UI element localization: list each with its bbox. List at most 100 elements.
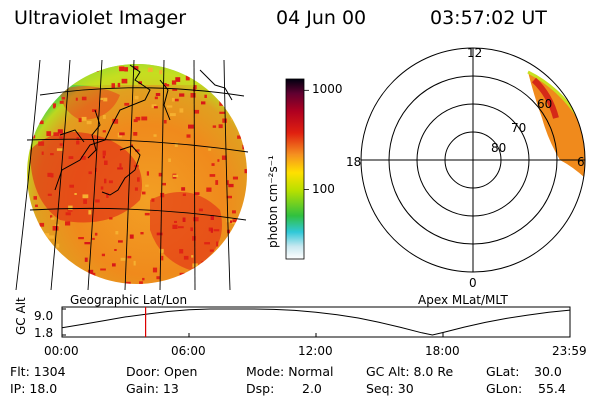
speckle (171, 80, 177, 85)
timeline-ylabel: GC Alt (14, 297, 28, 335)
speckle (52, 226, 59, 231)
speckle (27, 247, 31, 252)
speckle (33, 77, 38, 82)
speckle (53, 105, 56, 109)
speckle (76, 137, 79, 141)
speckle (41, 151, 44, 155)
speckle (102, 155, 105, 159)
speckle (41, 76, 46, 80)
speckle (135, 149, 140, 152)
flight-number: Flt: 1304 (10, 364, 66, 379)
mlat-label-60: 60 (537, 97, 553, 111)
speckle (244, 169, 247, 174)
dsp-value: 2.0 (302, 381, 322, 396)
speckle (137, 177, 140, 182)
speckle (109, 217, 113, 220)
speckle (226, 180, 229, 185)
speckle (244, 241, 247, 247)
speckle (201, 261, 204, 264)
speckle (242, 280, 245, 284)
speckle (92, 109, 97, 112)
speckle (232, 176, 238, 180)
speckle (216, 241, 219, 247)
speckle (86, 121, 92, 125)
timeline-xtick-1200: 12:00 (298, 344, 333, 358)
speckle (106, 192, 109, 198)
speckle (62, 266, 67, 270)
speckle (179, 69, 186, 73)
timeline-frame (61, 306, 571, 338)
speckle (177, 226, 184, 229)
speckle (168, 158, 171, 162)
speckle (47, 193, 52, 196)
parallel-line (29, 207, 247, 221)
speckle (102, 150, 106, 156)
speckle (201, 67, 207, 72)
speckle (158, 172, 163, 177)
speckle (193, 217, 199, 222)
speckle (161, 255, 164, 261)
speckle (209, 174, 216, 177)
speckle (96, 68, 99, 72)
speckle (230, 220, 233, 223)
mlat-label-70: 70 (511, 121, 527, 135)
speckle (232, 251, 238, 254)
speckle (213, 229, 220, 232)
timeline-ytick-9: 9.0 (34, 309, 54, 323)
speckle (228, 183, 234, 188)
mlt-label-6: 6 (577, 155, 585, 169)
speckle (101, 253, 105, 257)
speckle (40, 70, 47, 73)
speckle (139, 281, 143, 284)
speckle (59, 264, 63, 268)
glon-value: 55.4 (538, 381, 566, 396)
speckle (94, 232, 98, 236)
door-status: Door: Open (126, 364, 198, 379)
speckle (208, 227, 213, 232)
speckle (242, 144, 247, 150)
speckle (140, 232, 144, 235)
speckle (69, 184, 74, 188)
speckle (115, 231, 119, 235)
speckle (179, 108, 184, 113)
colorbar-tick-100: 100 (312, 181, 335, 196)
speckle (43, 278, 49, 282)
speckle (232, 231, 237, 235)
speckle (81, 156, 86, 160)
speckle (182, 67, 186, 70)
speckle (179, 93, 185, 97)
speckle (133, 132, 138, 136)
speckle (33, 242, 37, 245)
speckle (56, 148, 63, 151)
speckle (222, 118, 227, 123)
timeline-xtick-0000: 00:00 (44, 344, 79, 358)
speckle (55, 87, 61, 92)
mlt-label-12: 12 (467, 46, 483, 60)
mlat-label-80: 80 (491, 141, 507, 155)
speckle (104, 160, 108, 165)
speckle (179, 272, 186, 277)
speckle (75, 97, 78, 101)
speckle (133, 260, 136, 266)
speckle (67, 208, 73, 212)
speckle (120, 257, 126, 261)
timeline-ticks (61, 308, 571, 337)
parallel-line (26, 138, 249, 153)
speckle (41, 91, 45, 96)
speckle (182, 279, 185, 284)
speckle (134, 187, 138, 191)
gain-value: Gain: 13 (126, 381, 179, 396)
speckle (170, 113, 176, 117)
speckle (117, 167, 123, 170)
speckle (112, 118, 119, 124)
speckle (48, 235, 55, 239)
observation-time: 03:57:02 UT (430, 7, 547, 29)
speckle (33, 196, 37, 200)
speckle (222, 272, 228, 277)
speckle (171, 97, 175, 102)
glat-value: 30.0 (534, 364, 562, 379)
speckle (226, 218, 233, 223)
speckle (232, 210, 236, 214)
speckle (146, 171, 149, 176)
speckle (135, 116, 141, 121)
